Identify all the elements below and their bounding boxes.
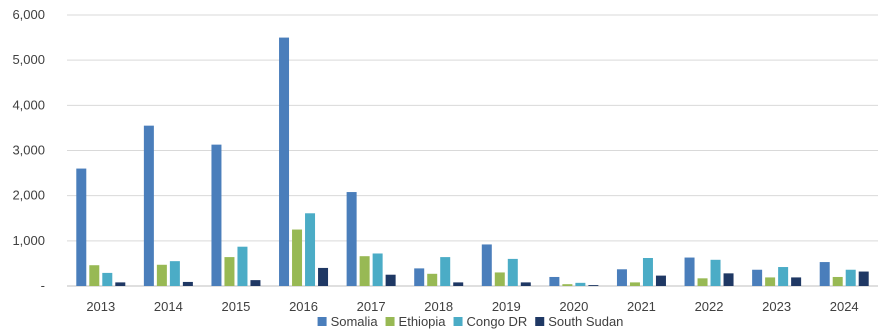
legend-swatch bbox=[385, 317, 395, 326]
bar-ethiopia-2018 bbox=[427, 273, 438, 286]
x-axis: 2013 2014 2015 2016 2017 2018 2019 2020 2021 2022… bbox=[86, 299, 858, 314]
bar-somalia-2021 bbox=[616, 269, 627, 286]
bar-congo-dr-2014 bbox=[169, 261, 180, 286]
bar-congo-dr-2017 bbox=[372, 253, 383, 286]
bar-ethiopia-2019 bbox=[494, 272, 505, 286]
bars bbox=[76, 37, 869, 287]
bar-somalia-2013 bbox=[76, 168, 87, 286]
x-tick-label: 2013 bbox=[86, 299, 115, 314]
bar-south-sudan-2014 bbox=[182, 281, 193, 286]
bar-ethiopia-2023 bbox=[765, 277, 776, 286]
bar-south-sudan-2024 bbox=[858, 271, 869, 286]
x-tick-label: 2022 bbox=[695, 299, 724, 314]
y-tick-label: - bbox=[41, 278, 45, 293]
bar-ethiopia-2013 bbox=[89, 265, 100, 286]
bar-south-sudan-2013 bbox=[115, 282, 126, 286]
bar-somalia-2023 bbox=[752, 269, 763, 286]
legend-swatch bbox=[535, 317, 545, 326]
bar-ethiopia-2014 bbox=[156, 264, 167, 286]
bar-ethiopia-2024 bbox=[832, 276, 843, 286]
y-tick-label: 1,000 bbox=[12, 233, 45, 248]
y-tick-label: 2,000 bbox=[12, 188, 45, 203]
bar-congo-dr-2018 bbox=[440, 257, 451, 286]
bar-south-sudan-2021 bbox=[655, 275, 666, 286]
bar-somalia-2015 bbox=[211, 144, 222, 286]
x-tick-label: 2019 bbox=[492, 299, 521, 314]
bar-somalia-2018 bbox=[414, 268, 425, 286]
legend-swatch bbox=[317, 317, 327, 326]
bar-ethiopia-2021 bbox=[629, 282, 640, 286]
bar-congo-dr-2020 bbox=[575, 282, 586, 286]
bar-somalia-2019 bbox=[481, 244, 492, 286]
legend-label: Congo DR bbox=[467, 314, 528, 329]
legend-item-south-sudan: South Sudan bbox=[535, 314, 623, 329]
y-tick-label: 6,000 bbox=[12, 7, 45, 22]
bar-somalia-2017 bbox=[346, 192, 357, 286]
bar-south-sudan-2016 bbox=[318, 267, 329, 286]
bar-south-sudan-2020 bbox=[588, 285, 599, 286]
x-tick-label: 2015 bbox=[221, 299, 250, 314]
bar-somalia-2020 bbox=[549, 276, 560, 286]
bar-congo-dr-2019 bbox=[507, 258, 518, 286]
x-tick-label: 2023 bbox=[762, 299, 791, 314]
bar-ethiopia-2022 bbox=[697, 278, 708, 286]
bar-south-sudan-2017 bbox=[385, 274, 396, 286]
y-tick-label: 3,000 bbox=[12, 143, 45, 158]
x-tick-label: 2021 bbox=[627, 299, 656, 314]
bar-congo-dr-2023 bbox=[778, 267, 789, 286]
legend-swatch bbox=[453, 317, 463, 326]
bar-somalia-2014 bbox=[143, 125, 154, 287]
legend-label: South Sudan bbox=[548, 314, 623, 329]
bar-ethiopia-2017 bbox=[359, 256, 370, 286]
legend-item-congo-dr: Congo DR bbox=[453, 314, 528, 329]
bar-congo-dr-2021 bbox=[642, 257, 653, 286]
y-axis: - 1,000 2,000 3,000 4,000 5,000 6,000 bbox=[12, 7, 45, 293]
bar-south-sudan-2023 bbox=[791, 277, 802, 286]
x-tick-label: 2014 bbox=[154, 299, 183, 314]
gridlines bbox=[67, 14, 878, 287]
bar-south-sudan-2015 bbox=[250, 280, 261, 286]
legend: Somalia Ethiopia Congo DR South Sudan bbox=[317, 314, 623, 329]
bar-somalia-2024 bbox=[819, 262, 830, 286]
bar-congo-dr-2022 bbox=[710, 259, 721, 286]
legend-label: Somalia bbox=[331, 314, 379, 329]
x-tick-label: 2020 bbox=[559, 299, 588, 314]
legend-item-somalia: Somalia bbox=[317, 314, 379, 329]
bar-south-sudan-2019 bbox=[520, 282, 531, 286]
bar-ethiopia-2020 bbox=[562, 284, 573, 286]
x-tick-label: 2018 bbox=[424, 299, 453, 314]
bar-ethiopia-2016 bbox=[292, 229, 303, 286]
bar-somalia-2016 bbox=[279, 37, 290, 287]
y-tick-label: 5,000 bbox=[12, 52, 45, 67]
y-tick-label: 4,000 bbox=[12, 97, 45, 112]
x-tick-label: 2016 bbox=[289, 299, 318, 314]
legend-item-ethiopia: Ethiopia bbox=[385, 314, 447, 329]
bar-congo-dr-2024 bbox=[845, 269, 856, 286]
bar-south-sudan-2018 bbox=[453, 282, 464, 286]
bar-congo-dr-2015 bbox=[237, 246, 248, 286]
bar-somalia-2022 bbox=[684, 257, 695, 286]
legend-label: Ethiopia bbox=[399, 314, 447, 329]
bar-congo-dr-2013 bbox=[102, 272, 113, 286]
x-tick-label: 2024 bbox=[830, 299, 859, 314]
bar-south-sudan-2022 bbox=[723, 273, 734, 286]
bar-congo-dr-2016 bbox=[305, 213, 316, 286]
x-tick-label: 2017 bbox=[357, 299, 386, 314]
bar-ethiopia-2015 bbox=[224, 257, 235, 286]
